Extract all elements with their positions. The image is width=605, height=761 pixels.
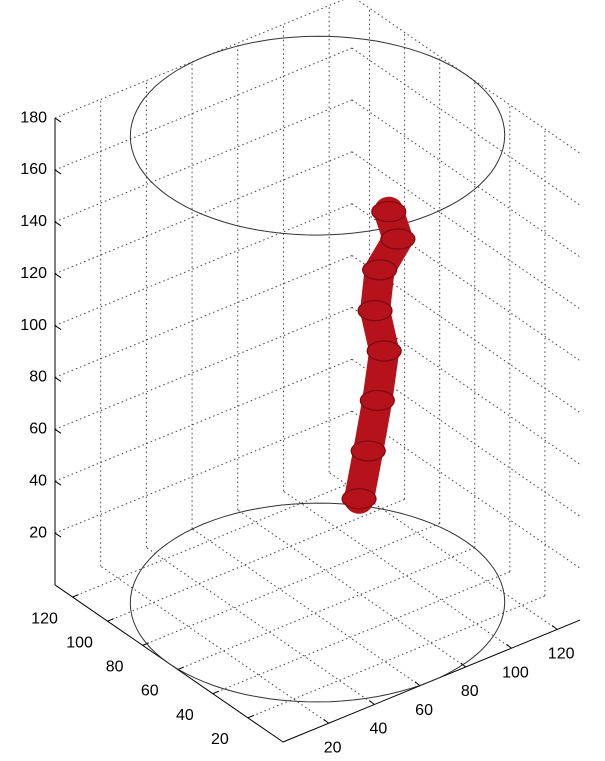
grid-line bbox=[54, 151, 353, 275]
x-tick bbox=[506, 643, 512, 649]
z-tick bbox=[54, 428, 62, 434]
z-tick-label: 40 bbox=[29, 472, 47, 489]
tube-section bbox=[357, 300, 393, 322]
y-tick-label: 100 bbox=[66, 634, 93, 651]
z-tick-label: 160 bbox=[20, 161, 47, 178]
grid-line bbox=[146, 547, 375, 705]
z-tick bbox=[54, 273, 62, 279]
x-tick-label: 120 bbox=[548, 646, 575, 663]
z-tick-label: 100 bbox=[20, 317, 47, 334]
tube-section bbox=[350, 440, 386, 462]
z-tick-label: 140 bbox=[20, 213, 47, 230]
grid-line bbox=[247, 595, 546, 719]
grid-line bbox=[212, 571, 511, 695]
y-tick-label: 80 bbox=[106, 659, 124, 676]
z-tick bbox=[54, 117, 62, 123]
z-tick-label: 60 bbox=[29, 421, 47, 438]
grid-line bbox=[72, 474, 370, 598]
z-tick-label: 80 bbox=[29, 369, 47, 386]
y-tick bbox=[72, 594, 79, 598]
grid-line bbox=[356, 0, 581, 154]
grid-line bbox=[54, 358, 353, 482]
tube-section bbox=[341, 488, 377, 510]
x-tick bbox=[551, 625, 558, 630]
grid-line bbox=[237, 509, 467, 668]
z-tick bbox=[54, 169, 62, 175]
x-tick-label: 80 bbox=[461, 683, 479, 700]
y-tick-label: 40 bbox=[176, 707, 194, 724]
x-tick bbox=[369, 700, 375, 705]
x-tick-label: 40 bbox=[369, 721, 387, 738]
grid-line bbox=[54, 203, 353, 327]
grid-line bbox=[191, 528, 421, 687]
tube-section bbox=[359, 389, 395, 412]
x-tick bbox=[323, 718, 330, 724]
z-tick-label: 120 bbox=[20, 265, 47, 282]
z-tick bbox=[54, 532, 62, 538]
grid-line bbox=[54, 47, 353, 171]
x-tick-label: 20 bbox=[324, 739, 342, 756]
grid-line bbox=[142, 522, 440, 646]
z-tick bbox=[54, 377, 62, 382]
grid-line bbox=[177, 547, 475, 670]
y-tick-label: 120 bbox=[31, 610, 58, 627]
grid-line bbox=[351, 99, 581, 258]
tube-section bbox=[366, 340, 402, 362]
tube-section bbox=[380, 228, 416, 250]
ring bbox=[129, 35, 506, 236]
grid-line bbox=[351, 151, 581, 310]
y-tick bbox=[107, 618, 114, 622]
grid-line bbox=[54, 255, 353, 378]
y-tick bbox=[247, 714, 255, 719]
x-tick-label: 60 bbox=[415, 702, 433, 719]
grid-line bbox=[54, 410, 353, 534]
x-tick bbox=[414, 681, 421, 687]
grid-line bbox=[54, 99, 353, 223]
grid-line bbox=[351, 410, 581, 569]
z-tick bbox=[54, 480, 62, 486]
z-tick bbox=[54, 325, 62, 331]
grid-line bbox=[283, 490, 512, 649]
tube-section bbox=[371, 201, 407, 223]
y-tick bbox=[142, 642, 149, 646]
x-tick-label: 100 bbox=[502, 664, 529, 681]
z-tick-label: 180 bbox=[20, 109, 47, 126]
tube-section bbox=[362, 259, 398, 281]
grid-line bbox=[107, 498, 405, 622]
grid-line bbox=[100, 565, 329, 724]
grid-line bbox=[351, 47, 581, 206]
grid-line bbox=[54, 306, 353, 430]
y-tick-label: 60 bbox=[141, 683, 159, 700]
ring bbox=[129, 502, 506, 703]
z-tick-label: 20 bbox=[29, 524, 47, 541]
y-tick-label: 20 bbox=[211, 731, 229, 748]
z-tick bbox=[54, 221, 62, 227]
y-tick bbox=[212, 690, 220, 695]
grid-line bbox=[54, 0, 345, 119]
